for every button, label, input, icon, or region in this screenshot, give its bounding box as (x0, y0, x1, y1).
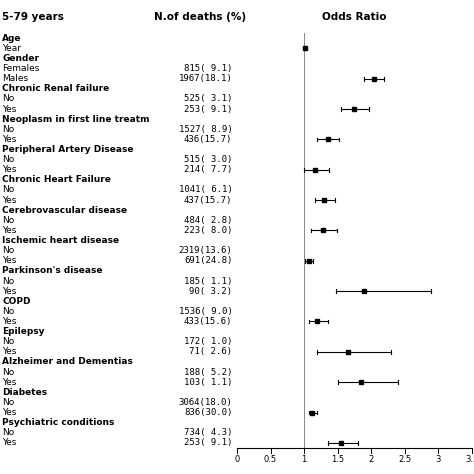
Text: 188( 5.2): 188( 5.2) (184, 367, 232, 376)
Text: N.of deaths (%): N.of deaths (%) (154, 12, 246, 22)
Text: 185( 1.1): 185( 1.1) (184, 276, 232, 285)
Text: 0.5: 0.5 (264, 455, 277, 464)
Text: No: No (2, 367, 15, 376)
Text: COPD: COPD (2, 297, 31, 306)
Text: 90( 3.2): 90( 3.2) (189, 287, 232, 296)
Text: Ischemic heart disease: Ischemic heart disease (2, 236, 119, 245)
Text: 815( 9.1): 815( 9.1) (184, 64, 232, 73)
Text: 103( 1.1): 103( 1.1) (184, 378, 232, 387)
Text: Yes: Yes (2, 256, 17, 265)
Text: Gender: Gender (2, 54, 39, 63)
Text: Yes: Yes (2, 165, 17, 174)
Text: Yes: Yes (2, 287, 17, 296)
Text: 437(15.7): 437(15.7) (184, 196, 232, 205)
Text: 1536( 9.0): 1536( 9.0) (179, 307, 232, 316)
Text: 691(24.8): 691(24.8) (184, 256, 232, 265)
Text: 525( 3.1): 525( 3.1) (184, 94, 232, 103)
Text: 5-79 years: 5-79 years (2, 12, 64, 22)
Text: 1041( 6.1): 1041( 6.1) (179, 185, 232, 194)
Text: 71( 2.6): 71( 2.6) (189, 347, 232, 356)
Text: Yes: Yes (2, 226, 17, 235)
Text: Diabetes: Diabetes (2, 388, 47, 397)
Text: 0: 0 (234, 455, 240, 464)
Text: Yes: Yes (2, 196, 17, 205)
Text: Alzheimer and Dementias: Alzheimer and Dementias (2, 357, 133, 366)
Text: No: No (2, 428, 15, 437)
Text: 484( 2.8): 484( 2.8) (184, 216, 232, 225)
Text: 433(15.6): 433(15.6) (184, 317, 232, 326)
Text: 836(30.0): 836(30.0) (184, 408, 232, 417)
Text: Yes: Yes (2, 347, 17, 356)
Text: Year: Year (2, 44, 21, 53)
Text: Yes: Yes (2, 105, 17, 114)
Text: Yes: Yes (2, 135, 17, 144)
Text: Psychiatric conditions: Psychiatric conditions (2, 418, 115, 427)
Text: Peripheral Artery Disease: Peripheral Artery Disease (2, 145, 134, 154)
Text: No: No (2, 246, 15, 255)
Text: No: No (2, 216, 15, 225)
Text: Epilepsy: Epilepsy (2, 327, 45, 336)
Text: 223( 8.0): 223( 8.0) (184, 226, 232, 235)
Text: 515( 3.0): 515( 3.0) (184, 155, 232, 164)
Text: No: No (2, 398, 15, 407)
Text: Yes: Yes (2, 408, 17, 417)
Text: 253( 9.1): 253( 9.1) (184, 105, 232, 114)
Text: 1.5: 1.5 (331, 455, 344, 464)
Text: Females: Females (2, 64, 40, 73)
Text: Parkinson's disease: Parkinson's disease (2, 266, 103, 275)
Text: 3.5: 3.5 (465, 455, 474, 464)
Text: Chronic Renal failure: Chronic Renal failure (2, 84, 109, 93)
Text: 1: 1 (301, 455, 307, 464)
Text: No: No (2, 125, 15, 134)
Text: Cerebrovascular disease: Cerebrovascular disease (2, 206, 128, 215)
Text: 172( 1.0): 172( 1.0) (184, 337, 232, 346)
Text: 1527( 8.9): 1527( 8.9) (179, 125, 232, 134)
Text: 2.5: 2.5 (398, 455, 411, 464)
Text: Yes: Yes (2, 378, 17, 387)
Text: 1967(18.1): 1967(18.1) (179, 74, 232, 83)
Text: No: No (2, 307, 15, 316)
Text: No: No (2, 94, 15, 103)
Text: Odds Ratio: Odds Ratio (322, 12, 387, 22)
Text: 253( 9.1): 253( 9.1) (184, 438, 232, 447)
Text: 3: 3 (436, 455, 441, 464)
Text: Males: Males (2, 74, 28, 83)
Text: Yes: Yes (2, 438, 17, 447)
Text: Neoplasm in first line treatm: Neoplasm in first line treatm (2, 115, 150, 124)
Text: 3064(18.0): 3064(18.0) (179, 398, 232, 407)
Text: 436(15.7): 436(15.7) (184, 135, 232, 144)
Text: Yes: Yes (2, 317, 17, 326)
Text: Age: Age (2, 34, 22, 43)
Text: No: No (2, 276, 15, 285)
Text: 2319(13.6): 2319(13.6) (179, 246, 232, 255)
Text: No: No (2, 185, 15, 194)
Text: 2: 2 (368, 455, 374, 464)
Text: No: No (2, 337, 15, 346)
Text: Chronic Heart Failure: Chronic Heart Failure (2, 175, 111, 184)
Text: No: No (2, 155, 15, 164)
Text: 214( 7.7): 214( 7.7) (184, 165, 232, 174)
Text: 734( 4.3): 734( 4.3) (184, 428, 232, 437)
